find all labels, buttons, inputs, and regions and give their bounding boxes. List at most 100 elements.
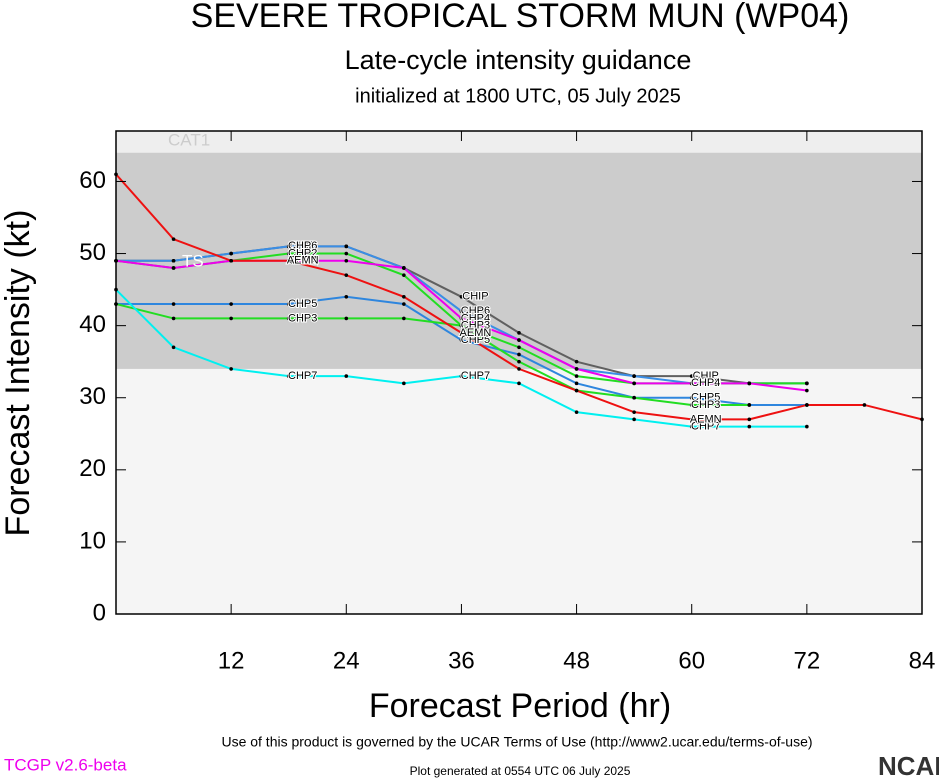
series-point <box>632 395 636 400</box>
y-tick-label: 10 <box>79 527 106 554</box>
series-point <box>632 417 636 422</box>
band-label: TS <box>182 251 204 270</box>
series-label: AEMN <box>287 255 319 267</box>
series-point <box>517 331 521 335</box>
series-point <box>517 338 521 342</box>
series-point <box>344 374 349 378</box>
y-tick-label: 40 <box>79 311 106 338</box>
series-point <box>689 381 694 386</box>
logo: NCAR <box>878 751 939 780</box>
series-label: AEMN <box>460 327 492 339</box>
series-label: CHP6 <box>288 240 317 252</box>
series-point <box>344 244 349 249</box>
series-point <box>689 424 694 429</box>
version: TCGP v2.6-beta <box>4 755 127 774</box>
x-tick-label: 60 <box>678 647 705 674</box>
series-point <box>171 258 176 263</box>
series-point <box>171 237 176 241</box>
series-point <box>689 374 694 378</box>
series-point <box>402 273 406 277</box>
series-point <box>689 417 694 422</box>
series-point <box>574 359 579 364</box>
series-point <box>171 266 176 270</box>
series-point <box>402 295 406 299</box>
generated: Plot generated at 0554 UTC 06 July 2025 <box>410 764 631 778</box>
series-point <box>517 352 521 357</box>
series-point <box>805 403 809 407</box>
init-label: initialized at 1800 UTC, 05 July 2025 <box>355 85 681 107</box>
chart-subtitle: Late-cycle intensity guidance <box>345 45 692 75</box>
series-point <box>574 374 579 378</box>
series-label: CHP3 <box>691 399 720 411</box>
series-point <box>229 316 233 321</box>
series-point <box>229 302 233 306</box>
series-point <box>689 395 694 400</box>
series-point <box>632 374 636 378</box>
series-point <box>459 309 464 314</box>
series-label: CHP3 <box>288 312 317 324</box>
series-point <box>459 338 464 342</box>
y-tick-label: 50 <box>79 239 106 266</box>
series-point <box>286 244 291 249</box>
series-label: CHP4 <box>288 255 317 267</box>
series-label: CHIP <box>290 240 316 252</box>
x-axis-label: Forecast Period (hr) <box>369 687 671 725</box>
series-point <box>574 410 579 414</box>
band-label: CAT1 <box>168 130 210 149</box>
series-point <box>344 295 349 299</box>
series-point <box>286 316 291 321</box>
terms: Use of this product is governed by the U… <box>221 734 812 750</box>
series-point <box>689 403 694 407</box>
series-point <box>459 331 464 335</box>
y-tick-label: 30 <box>79 383 106 410</box>
series-label: CHP5 <box>461 334 490 346</box>
series-point <box>344 258 349 263</box>
series-point <box>574 381 579 386</box>
series-point <box>286 374 291 378</box>
series-label: CHIP <box>462 291 488 303</box>
series-point <box>747 403 752 407</box>
y-tick-label: 0 <box>93 599 106 626</box>
series-label: CHP6 <box>691 377 720 389</box>
series-label: CHP7 <box>461 370 490 382</box>
series-point <box>286 302 291 306</box>
series-point <box>459 374 464 378</box>
intensity-band <box>116 131 922 153</box>
x-tick-label: 12 <box>218 647 245 674</box>
series-label: CHP3 <box>461 320 490 332</box>
series-point <box>229 251 233 256</box>
series-point <box>344 251 349 256</box>
series-label: CHP2 <box>461 320 490 332</box>
series-label: CHP2 <box>691 377 720 389</box>
series-point <box>344 316 349 321</box>
series-label: CHP7 <box>288 370 317 382</box>
series-point <box>632 381 636 386</box>
series-point <box>517 381 521 386</box>
series-point <box>402 302 406 306</box>
series-point <box>747 381 752 386</box>
series-point <box>747 424 752 429</box>
series-line <box>116 303 750 406</box>
series-point <box>805 381 809 386</box>
series-label: CHP6 <box>461 305 490 317</box>
series-point <box>114 258 118 263</box>
series-point <box>517 367 521 371</box>
series-label: CHP4 <box>691 377 720 389</box>
series-point <box>402 316 406 321</box>
series-point <box>229 258 233 263</box>
series-point <box>402 381 406 386</box>
series-point <box>517 345 521 350</box>
series-label: AEMN <box>690 413 722 425</box>
y-axis-label: Forecast Intensity (kt) <box>0 210 37 537</box>
series-point <box>862 403 867 407</box>
x-tick-label: 72 <box>794 647 821 674</box>
series-point <box>459 295 464 299</box>
series-label: CHP4 <box>461 312 490 324</box>
series-point <box>805 388 809 393</box>
series-point <box>286 251 291 256</box>
series-point <box>114 302 118 306</box>
series-point <box>171 316 176 321</box>
series-point <box>459 323 464 328</box>
series-point <box>286 258 291 263</box>
